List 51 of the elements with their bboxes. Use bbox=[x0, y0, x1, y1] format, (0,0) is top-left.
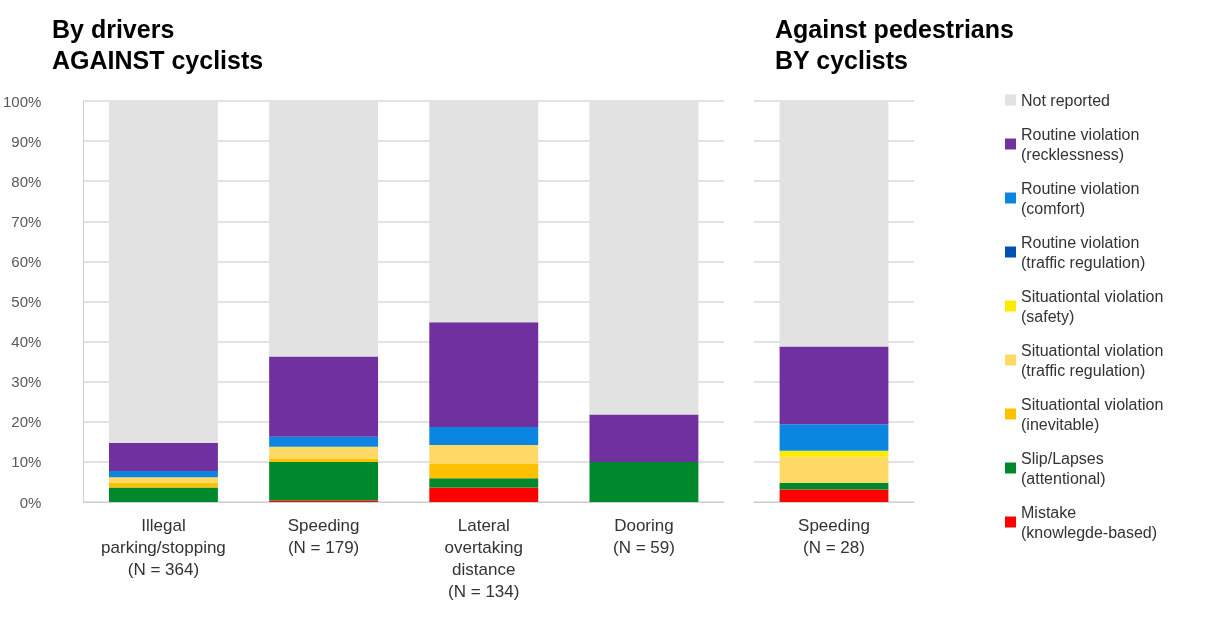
bar bbox=[269, 356, 379, 437]
x-tick-label: Illegal parking/stopping (N = 364) bbox=[101, 515, 226, 579]
legend-label: Routine violation (traffic regulation) bbox=[1021, 233, 1146, 271]
legend-label: Situationtal violation (safety) bbox=[1021, 287, 1164, 325]
bar bbox=[108, 477, 218, 483]
legend-label: Situationtal violation (traffic regulation) bbox=[1021, 341, 1164, 379]
bar bbox=[108, 487, 218, 502]
x-tick-label: Dooring (N = 59) bbox=[612, 515, 675, 557]
bar bbox=[429, 427, 539, 446]
y-tick-label: 10% bbox=[11, 453, 42, 471]
bar bbox=[589, 461, 699, 502]
bar bbox=[429, 445, 539, 464]
y-tick-label: 70% bbox=[11, 212, 42, 230]
bar bbox=[779, 456, 889, 483]
bar bbox=[269, 459, 379, 462]
y-tick-label: 80% bbox=[11, 172, 42, 190]
y-tick-label: 0% bbox=[19, 493, 42, 511]
legend-label: Situationtal violation (inevitable) bbox=[1021, 395, 1164, 433]
chart-title: Against pedestrians BY cyclists bbox=[775, 14, 1014, 74]
bar bbox=[269, 436, 379, 447]
chart-title: By drivers AGAINST cyclists bbox=[52, 14, 264, 74]
x-tick-label: Speeding (N = 179) bbox=[287, 515, 360, 557]
bar bbox=[779, 450, 889, 457]
bar bbox=[429, 478, 539, 488]
legend-label: Slip/Lapses (attentional) bbox=[1021, 449, 1106, 487]
legend-label: Mistake (knowlegde-based) bbox=[1021, 503, 1158, 541]
bar bbox=[779, 424, 889, 451]
y-tick-label: 30% bbox=[11, 373, 42, 391]
bar bbox=[269, 461, 379, 501]
y-tick-label: 90% bbox=[11, 132, 42, 150]
bar bbox=[269, 446, 379, 460]
y-tick-label: 20% bbox=[11, 413, 42, 431]
bar bbox=[108, 482, 218, 488]
y-tick-label: 100% bbox=[2, 92, 42, 110]
legend-label: Not reported bbox=[1021, 91, 1110, 109]
bar bbox=[108, 471, 218, 478]
bar bbox=[779, 489, 889, 502]
x-tick-label: Lateral overtaking distance (N = 134) bbox=[444, 515, 523, 601]
y-tick-label: 40% bbox=[11, 333, 42, 351]
y-tick-label: 50% bbox=[11, 293, 42, 310]
bar bbox=[429, 322, 539, 428]
y-tick-label: 60% bbox=[11, 252, 42, 270]
bar bbox=[589, 414, 699, 462]
legend-label: Routine violation (recklessness) bbox=[1021, 125, 1140, 163]
bar bbox=[108, 443, 218, 472]
bar bbox=[429, 463, 539, 479]
legend-label: Routine violation (comfort) bbox=[1021, 179, 1140, 217]
bar bbox=[779, 482, 889, 490]
x-tick-label: Speeding (N = 28) bbox=[798, 515, 870, 557]
bar bbox=[779, 346, 889, 425]
bar bbox=[429, 487, 539, 502]
